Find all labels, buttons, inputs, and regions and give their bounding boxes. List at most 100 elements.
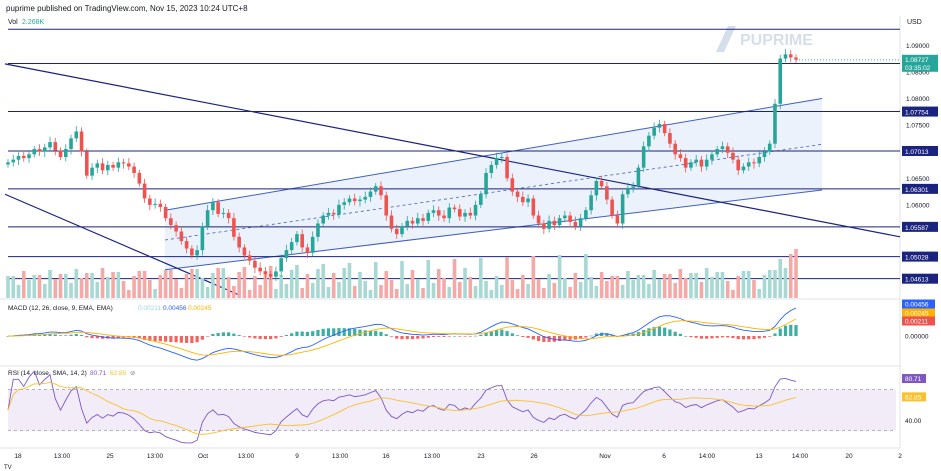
macd-histogram-bar <box>148 336 152 341</box>
volume-bar <box>568 287 572 298</box>
candle-body <box>153 203 157 205</box>
volume-bar <box>90 273 94 298</box>
macd-histogram-bar <box>290 333 294 336</box>
candle-body <box>521 196 525 203</box>
macd-histogram-bar <box>326 328 331 336</box>
candle-body <box>463 212 467 217</box>
macd-histogram-bar <box>284 335 289 336</box>
candle-body <box>274 271 278 277</box>
macd-histogram-bar <box>552 336 556 342</box>
macd-histogram-bar <box>248 336 252 338</box>
macd-histogram-bar <box>416 336 420 339</box>
macd-histogram-bar <box>279 336 283 337</box>
candle-body <box>158 203 163 208</box>
volume-bar <box>11 276 16 298</box>
volume-bar <box>773 270 777 298</box>
time-tick-label: 14:00 <box>699 453 716 460</box>
candle-body <box>710 154 714 160</box>
macd-histogram-bar <box>515 335 520 336</box>
rsi-label: RSI (14, close, SMA, 14, 2) <box>8 370 87 377</box>
volume-bar <box>352 286 357 298</box>
macd-histogram-bar <box>663 327 667 336</box>
macd-histogram-bar <box>111 336 115 339</box>
candle-body <box>505 157 509 179</box>
candle-body <box>305 247 310 253</box>
volume-bar <box>526 284 530 298</box>
candle-body <box>426 212 431 221</box>
candle-body <box>368 191 373 197</box>
volume-bar <box>557 255 562 298</box>
macd-histogram-bar <box>379 331 383 336</box>
candle-body <box>21 155 26 159</box>
volume-bar <box>111 272 115 298</box>
candle-body <box>557 218 562 226</box>
macd-axis-label: 0.00456 <box>905 302 929 309</box>
level-label: 1.04613 <box>905 277 929 284</box>
candle-body <box>106 164 110 171</box>
price-tick-label: 1.09000 <box>906 43 930 50</box>
rsi-axis-label: 40.00 <box>905 418 922 425</box>
volume-bar <box>783 268 788 298</box>
candle-body <box>746 162 751 167</box>
candle-body <box>599 180 604 187</box>
candle-body <box>37 149 42 152</box>
macd-histogram-bar <box>410 336 415 340</box>
price-tick-label: 1.06000 <box>906 202 930 209</box>
macd-histogram-bar <box>316 329 320 336</box>
candle-body <box>668 133 672 144</box>
macd-axis-box <box>902 308 935 318</box>
candle-body <box>594 180 599 196</box>
volume-bar <box>752 280 756 298</box>
rsi-value-text: 80.71 <box>90 370 107 377</box>
time-tick-label: 13:00 <box>424 453 441 460</box>
time-tick-label: 16 <box>382 453 390 460</box>
macd-histogram-bar <box>395 336 399 339</box>
volume-bar <box>211 273 215 298</box>
volume-bar <box>247 290 252 298</box>
volume-bar <box>731 290 735 298</box>
volume-bar <box>221 268 226 298</box>
volume-bar <box>226 277 231 298</box>
level-label-box <box>902 145 938 156</box>
candle-body <box>326 212 331 216</box>
volume-bar <box>74 269 79 298</box>
level-label-box <box>902 221 938 232</box>
macd-histogram-bar <box>668 329 672 336</box>
volume-bar <box>279 275 283 298</box>
time-tick-label: 2 <box>898 453 902 460</box>
macd-histogram-bar <box>536 336 541 341</box>
volume-bar <box>421 288 425 298</box>
macd-histogram-bar <box>58 335 63 336</box>
rsi-hide-icon[interactable]: ⊘ <box>130 370 136 377</box>
candle-body <box>347 198 352 203</box>
volume-bar <box>394 289 399 298</box>
volume-bar <box>500 285 504 298</box>
candle-body <box>405 220 410 227</box>
volume-bar <box>216 268 220 298</box>
macd-histogram-bar <box>37 334 42 336</box>
candle-body <box>731 152 735 160</box>
macd-histogram-bar <box>778 328 782 336</box>
volume-bar <box>699 282 704 298</box>
macd-histogram-bar <box>116 336 120 339</box>
volume-bar <box>636 275 641 298</box>
candle-body <box>32 149 37 155</box>
candle-body <box>247 255 252 261</box>
macd-histogram-bar <box>258 336 262 339</box>
macd-histogram-bar <box>90 336 94 339</box>
candle-body <box>531 198 536 216</box>
candle-body <box>284 250 289 259</box>
candle-body <box>636 167 641 187</box>
candle-body <box>226 212 231 219</box>
macd-histogram-bar <box>458 336 462 337</box>
candle-body <box>58 150 63 157</box>
volume-bar <box>694 273 698 298</box>
candle-body <box>363 196 368 200</box>
volume-bar <box>578 282 583 298</box>
macd-histogram-bar <box>489 331 493 336</box>
price-axis: 1.09000 1.08500 1.08000 1.07500 1.06500 1.060… <box>796 43 938 209</box>
volume-bar <box>16 285 21 298</box>
volume-bar <box>127 290 131 298</box>
